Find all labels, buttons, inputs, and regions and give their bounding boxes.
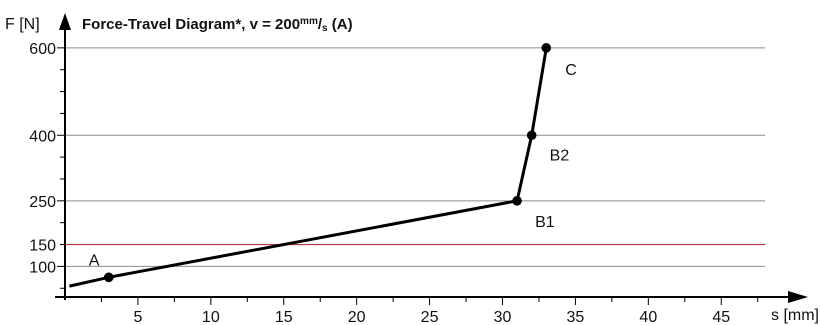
- point-label-b1: B1: [535, 214, 555, 231]
- chart-title-unit-sep: /: [318, 16, 323, 33]
- x-axis-label: s [mm]: [771, 307, 819, 324]
- y-tick-label: 400: [29, 128, 56, 145]
- reference-line-label: 150: [29, 238, 56, 255]
- series-line: [69, 47, 548, 288]
- label-layer: F [N] s [mm] Force-Travel Diagram*, v = …: [5, 16, 819, 325]
- data-point-c: [541, 43, 552, 53]
- point-label-b2: B2: [550, 147, 570, 164]
- series-layer: [69, 43, 552, 288]
- y-tick-label: 250: [29, 194, 56, 211]
- tick-layer: [57, 25, 759, 305]
- chart-title-suffix: (A): [328, 16, 353, 33]
- x-axis-arrow: [788, 291, 808, 303]
- y-tick-label: 600: [29, 41, 56, 58]
- data-point-b2: [526, 130, 537, 141]
- x-tick-label: 30: [494, 309, 512, 325]
- axis-layer: [55, 13, 808, 303]
- y-tick-label: 100: [29, 259, 56, 276]
- chart-title: Force-Travel Diagram*, v = 200mm/s (A): [82, 16, 353, 34]
- point-label-a: A: [89, 252, 100, 269]
- point-label-c: C: [565, 62, 577, 79]
- y-axis-arrow: [59, 13, 71, 30]
- x-tick-label: 45: [712, 309, 730, 325]
- chart-title-unit-den: s: [322, 23, 328, 34]
- x-tick-label: 40: [639, 309, 657, 325]
- data-point-a: [103, 272, 114, 283]
- y-axis-label: F [N]: [5, 16, 40, 33]
- x-tick-label: 15: [275, 309, 293, 325]
- grid-layer: [65, 47, 765, 267]
- chart-title-unit-num: mm: [300, 16, 318, 27]
- x-tick-label: 10: [202, 309, 220, 325]
- data-point-b1: [512, 196, 522, 206]
- x-tick-label: 5: [133, 309, 142, 325]
- x-tick-label: 25: [421, 309, 439, 325]
- x-tick-label: 20: [348, 309, 366, 325]
- chart-title-main: Force-Travel Diagram*, v = 200: [82, 16, 300, 33]
- x-tick-label: 35: [567, 309, 585, 325]
